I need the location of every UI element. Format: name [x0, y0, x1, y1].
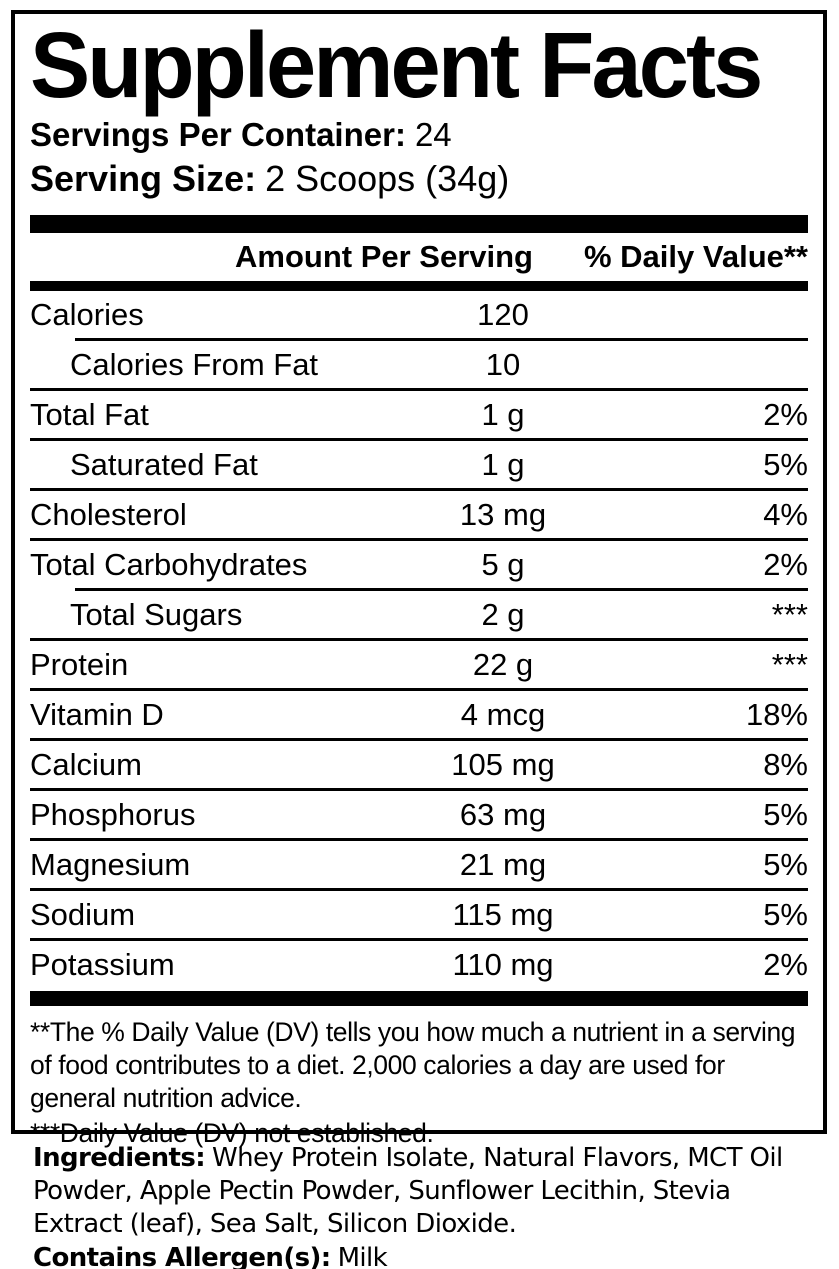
- table-row-calories: Calories 120: [30, 291, 808, 338]
- nutrient-name: Total Sugars: [70, 596, 243, 632]
- row-divider: [30, 488, 808, 492]
- row-divider: [30, 388, 808, 392]
- nutrient-amount: 4 mcg: [460, 696, 546, 732]
- top-separator-bar: [30, 215, 808, 234]
- nutrient-name: Magnesium: [30, 846, 191, 882]
- table-row-vitamin-d: Vitamin D 4 mcg 18%: [30, 691, 808, 738]
- nutrient-name: Sodium: [30, 896, 136, 932]
- row-divider: [30, 938, 808, 942]
- table-row-sodium: Sodium 115 mg 5%: [30, 891, 808, 938]
- nutrient-name: Cholesterol: [30, 496, 187, 532]
- table-row-saturated-fat: Saturated Fat 1 g 5%: [30, 441, 808, 488]
- servings-per-container-value: 24: [414, 116, 452, 154]
- bottom-separator-bar: [30, 991, 808, 1007]
- row-divider: [30, 838, 808, 842]
- row-divider: [30, 638, 808, 642]
- nutrient-name: Calories From Fat: [70, 346, 319, 382]
- panel-title: Supplement Facts: [30, 13, 763, 117]
- nutrient-name: Calories: [30, 296, 144, 332]
- nutrient-amount: 110 mg: [452, 946, 554, 982]
- nutrient-dv: ***: [771, 646, 808, 682]
- nutrient-dv: 18%: [745, 696, 808, 732]
- nutrient-name: Phosphorus: [30, 796, 196, 832]
- allergen-value: Milk: [337, 1243, 388, 1269]
- nutrient-amount: 105 mg: [451, 746, 555, 782]
- nutrient-amount: 63 mg: [459, 796, 547, 832]
- row-divider: [30, 788, 808, 792]
- table-row-phosphorus: Phosphorus 63 mg 5%: [30, 791, 808, 838]
- row-divider: [30, 688, 808, 692]
- table-row-cholesterol: Cholesterol 13 mg 4%: [30, 491, 808, 538]
- nutrient-name: Vitamin D: [30, 696, 164, 732]
- nutrient-amount: 13 mg: [459, 496, 547, 532]
- table-row-potassium: Potassium 110 mg 2%: [30, 941, 808, 988]
- nutrient-name: Total Fat: [30, 396, 149, 432]
- table-row-calcium: Calcium 105 mg 8%: [30, 741, 808, 788]
- nutrient-dv: 2%: [763, 396, 808, 432]
- ingredients-line: Ingredients: Whey Protein Isolate, Natura…: [33, 1142, 815, 1241]
- header-separator-bar: [30, 281, 808, 292]
- nutrient-amount: 2 g: [481, 596, 525, 632]
- allergen-label: Contains Allergen(s):: [33, 1243, 331, 1269]
- nutrient-dv: 8%: [763, 746, 808, 782]
- nutrient-amount: 1 g: [481, 446, 525, 482]
- ingredients-label: Ingredients:: [33, 1143, 206, 1173]
- ingredients-section: Ingredients: Whey Protein Isolate, Natura…: [33, 1142, 815, 1269]
- dv-not-established-footnote: ***Daily Value (DV) not established.: [30, 1118, 434, 1149]
- serving-size-value: 2 Scoops (34g): [265, 158, 510, 200]
- row-divider: [30, 438, 808, 442]
- nutrient-name: Saturated Fat: [70, 446, 258, 482]
- amount-per-serving-header: Amount Per Serving: [235, 239, 533, 275]
- nutrient-name: Potassium: [30, 946, 175, 982]
- table-row-protein: Protein 22 g ***: [30, 641, 808, 688]
- nutrient-name: Calcium: [30, 746, 142, 782]
- table-column-header: Amount Per Serving % Daily Value**: [30, 237, 808, 277]
- nutrient-dv: 5%: [763, 796, 808, 832]
- nutrient-amount: 1 g: [481, 396, 525, 432]
- table-row-total-carbohydrates: Total Carbohydrates 5 g 2%: [30, 541, 808, 588]
- nutrient-dv: 5%: [763, 446, 808, 482]
- row-divider: [75, 338, 808, 342]
- nutrient-dv: 5%: [763, 846, 808, 882]
- table-row-magnesium: Magnesium 21 mg 5%: [30, 841, 808, 888]
- supplement-facts-panel: Supplement Facts Servings Per Container:…: [11, 10, 827, 1148]
- nutrient-dv: 5%: [763, 896, 808, 932]
- servings-per-container-label: Servings Per Container:: [30, 116, 406, 154]
- nutrient-amount: 120: [477, 296, 529, 332]
- nutrient-dv: 2%: [763, 546, 808, 582]
- nutrient-amount: 10: [485, 346, 521, 382]
- daily-value-footnote: **The % Daily Value (DV) tells you how m…: [30, 1017, 796, 1114]
- ingredients-list: Whey Protein Isolate, Natural Flavors, M…: [33, 1143, 783, 1239]
- servings-per-container-line: Servings Per Container: 24: [30, 115, 808, 155]
- nutrient-amount: 22 g: [472, 646, 534, 682]
- table-row-calories-from-fat: Calories From Fat 10: [30, 341, 808, 388]
- nutrient-amount: 115 mg: [452, 896, 554, 932]
- nutrient-dv: 2%: [763, 946, 808, 982]
- table-row-total-sugars: Total Sugars 2 g ***: [30, 591, 808, 638]
- row-divider: [75, 588, 808, 592]
- nutrient-name: Total Carbohydrates: [30, 546, 308, 582]
- nutrient-name: Protein: [30, 646, 129, 682]
- nutrient-dv: 4%: [763, 496, 808, 532]
- footnotes: **The % Daily Value (DV) tells you how m…: [30, 1016, 808, 1150]
- serving-size-label: Serving Size:: [30, 158, 257, 200]
- daily-value-header: % Daily Value**: [583, 239, 808, 275]
- serving-size-line: Serving Size: 2 Scoops (34g): [30, 157, 808, 201]
- row-divider: [30, 738, 808, 742]
- allergen-line: Contains Allergen(s): Milk: [33, 1242, 815, 1269]
- nutrient-amount: 21 mg: [459, 846, 547, 882]
- nutrient-table: Calories 120 Calories From Fat 10 Total …: [30, 291, 808, 988]
- row-divider: [30, 538, 808, 542]
- table-row-total-fat: Total Fat 1 g 2%: [30, 391, 808, 438]
- row-divider: [30, 888, 808, 892]
- nutrient-amount: 5 g: [481, 546, 525, 582]
- nutrient-dv: ***: [771, 596, 808, 632]
